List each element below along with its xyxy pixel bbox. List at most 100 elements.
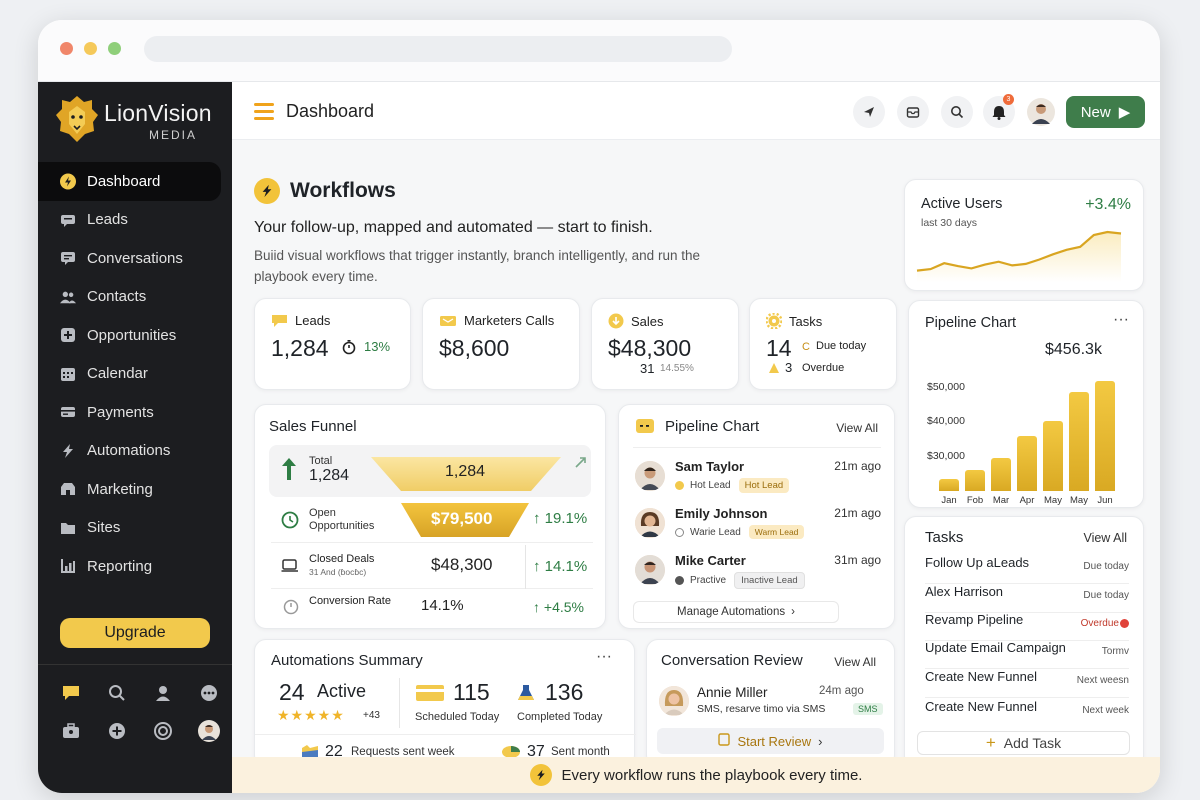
shop-icon: [60, 481, 76, 497]
start-review-button[interactable]: Start Review ›: [657, 728, 884, 754]
profile-avatar[interactable]: [198, 720, 220, 742]
calls-stat-card[interactable]: Marketers Calls $8,600: [422, 298, 580, 390]
address-bar[interactable]: [144, 36, 732, 62]
bar-mark[interactable]: [1069, 391, 1089, 491]
manage-automations-button[interactable]: Manage Automations ›: [633, 601, 839, 623]
conversation-review-card: Conversation Review View All Annie Mille…: [646, 639, 895, 767]
tasks-stat-card[interactable]: Tasks 14 C Due today 3 Overdue: [749, 298, 897, 390]
task-row[interactable]: Revamp Pipeline Overdue: [925, 612, 1129, 641]
task-row[interactable]: Alex Harrison Due today: [925, 584, 1129, 613]
sidebar-item-sites[interactable]: Sites: [38, 509, 232, 548]
top-bar: Dashboard 3 New ▶: [232, 82, 1160, 140]
minimize-window-dot[interactable]: [84, 42, 97, 55]
sidebar-item-conversations[interactable]: Conversations: [38, 239, 232, 278]
maximize-window-dot[interactable]: [108, 42, 121, 55]
leads-stat-card[interactable]: Leads 1,284 13%: [254, 298, 411, 390]
add-circle-icon[interactable]: [106, 720, 128, 742]
close-window-dot[interactable]: [60, 42, 73, 55]
sales-funnel-card: Sales Funnel Total 1,284 1,284 Open Oppo…: [254, 404, 606, 629]
up-arrow-icon: ↑: [533, 599, 544, 615]
task-row[interactable]: Update Email Campaign Tormv: [925, 640, 1129, 669]
pipeline-row-status: Hot Lead Hot Lead: [675, 478, 790, 493]
sent-value: 37: [527, 743, 545, 760]
sidebar-item-marketing[interactable]: Marketing: [38, 470, 232, 509]
automations-active-label: Active: [317, 681, 367, 701]
rating-count: +43: [363, 710, 380, 721]
task-row[interactable]: Create New Funnel Next week: [925, 699, 1129, 716]
funnel-closed-label: Closed Deals: [309, 553, 375, 565]
user-icon[interactable]: [152, 682, 174, 704]
task-row[interactable]: Follow Up aLeads Due today: [925, 555, 1129, 584]
sidebar-quick-icons-row1: [60, 682, 220, 704]
conversation-view-all-link[interactable]: View All: [834, 655, 876, 669]
lead-tag: Warm Lead: [748, 525, 805, 539]
target-icon[interactable]: [152, 720, 174, 742]
bar-mark[interactable]: [1017, 436, 1037, 491]
browser-chrome: [38, 20, 1160, 82]
more-options-icon[interactable]: ···: [596, 648, 612, 665]
brand-logo[interactable]: LionVision MEDIA: [54, 90, 224, 146]
funnel-open-value: $79,500: [431, 509, 493, 528]
sidebar-item-reporting[interactable]: Reporting: [38, 547, 232, 586]
search-icon[interactable]: [941, 96, 973, 128]
bar-mark[interactable]: [1043, 420, 1063, 491]
funnel-total-value: 1,284: [309, 467, 350, 484]
sidebar-item-opportunities[interactable]: Opportunities: [38, 316, 232, 355]
people-icon: [60, 289, 76, 305]
user-avatar[interactable]: [1025, 96, 1057, 128]
pipeline-view-all-link[interactable]: View All: [836, 421, 878, 435]
menu-icon[interactable]: [254, 103, 274, 120]
tasks-stat-value: 14: [766, 335, 792, 361]
sent-label: Sent month: [551, 746, 610, 758]
funnel-open-row[interactable]: Open Opportunities $79,500 ↑ 19.1%: [271, 501, 593, 543]
bar-mark[interactable]: [965, 470, 985, 491]
funnel-total-row[interactable]: Total 1,284 1,284: [269, 445, 591, 497]
more-icon[interactable]: [198, 682, 220, 704]
pipeline-row-name: Sam Taylor: [675, 459, 745, 474]
play-icon: ▶: [1118, 104, 1131, 121]
sidebar-item-automations[interactable]: Automations: [38, 432, 232, 471]
sidebar-item-calendar[interactable]: Calendar: [38, 355, 232, 394]
pipeline-row[interactable]: Emily Johnson 21m ago Warie Lead Warm Lea…: [635, 504, 881, 544]
task-row[interactable]: Create New Funnel Next weesn: [925, 669, 1129, 698]
pipeline-row[interactable]: Sam Taylor 21m ago Hot Lead Hot Lead: [635, 457, 881, 497]
pipeline-icon: [635, 417, 655, 440]
new-button[interactable]: New ▶: [1066, 96, 1145, 128]
cursor-icon[interactable]: [853, 96, 885, 128]
laptop-icon: [281, 558, 299, 579]
bell-icon[interactable]: 3: [983, 94, 1015, 128]
add-task-button[interactable]: + Add Task: [917, 731, 1130, 755]
automations-divider: [399, 678, 400, 728]
inbox-icon[interactable]: [897, 96, 929, 128]
pipeline-row-name: Mike Carter: [675, 553, 746, 568]
funnel-closed-sub: 31 And (ɓocɓc): [309, 567, 367, 577]
chevron-right-icon: ›: [791, 606, 795, 618]
more-options-icon[interactable]: ···: [1113, 311, 1129, 328]
pipeline-row-time: 21m ago: [834, 506, 881, 520]
y-tick-label: $50,000: [927, 381, 965, 394]
funnel-closed-row[interactable]: Closed Deals 31 And (ɓocɓc) $48,300 ↑ 14…: [271, 545, 593, 589]
workflows-header: Workflows: [254, 178, 396, 204]
briefcase-icon[interactable]: [60, 720, 82, 742]
sidebar-item-label: Contacts: [87, 288, 147, 306]
bar-mark[interactable]: [1095, 381, 1115, 491]
pipeline-chart-value: $456.3k: [1045, 341, 1102, 358]
active-users-card[interactable]: Active Users last 30 days +3.4%: [904, 179, 1144, 291]
chat-bubble-icon[interactable]: [60, 682, 82, 704]
tasks-view-all-link[interactable]: View All: [1083, 531, 1127, 545]
upgrade-button[interactable]: Upgrade: [60, 618, 210, 648]
bar-mark[interactable]: [991, 458, 1011, 491]
sales-stat-card[interactable]: Sales $48,300 31 14.55%: [591, 298, 739, 390]
x-tick-label: Mar: [992, 495, 1010, 506]
sidebar: LionVision MEDIA Dashboard Leads Convers…: [38, 82, 232, 793]
pipeline-row[interactable]: Mike Carter 31m ago Practive Inactive Lea…: [635, 551, 881, 591]
plus-box-icon: [60, 327, 76, 343]
funnel-conversion-row[interactable]: Conversion Rate 14.1% ↑ +4.5%: [271, 591, 593, 627]
sidebar-item-leads[interactable]: Leads: [38, 201, 232, 240]
bar-mark[interactable]: [939, 479, 959, 491]
search-icon[interactable]: [106, 682, 128, 704]
sidebar-item-payments[interactable]: Payments: [38, 393, 232, 432]
sidebar-item-contacts[interactable]: Contacts: [38, 278, 232, 317]
browser-window: LionVision MEDIA Dashboard Leads Convers…: [38, 20, 1160, 793]
sidebar-item-dashboard[interactable]: Dashboard: [38, 162, 221, 201]
